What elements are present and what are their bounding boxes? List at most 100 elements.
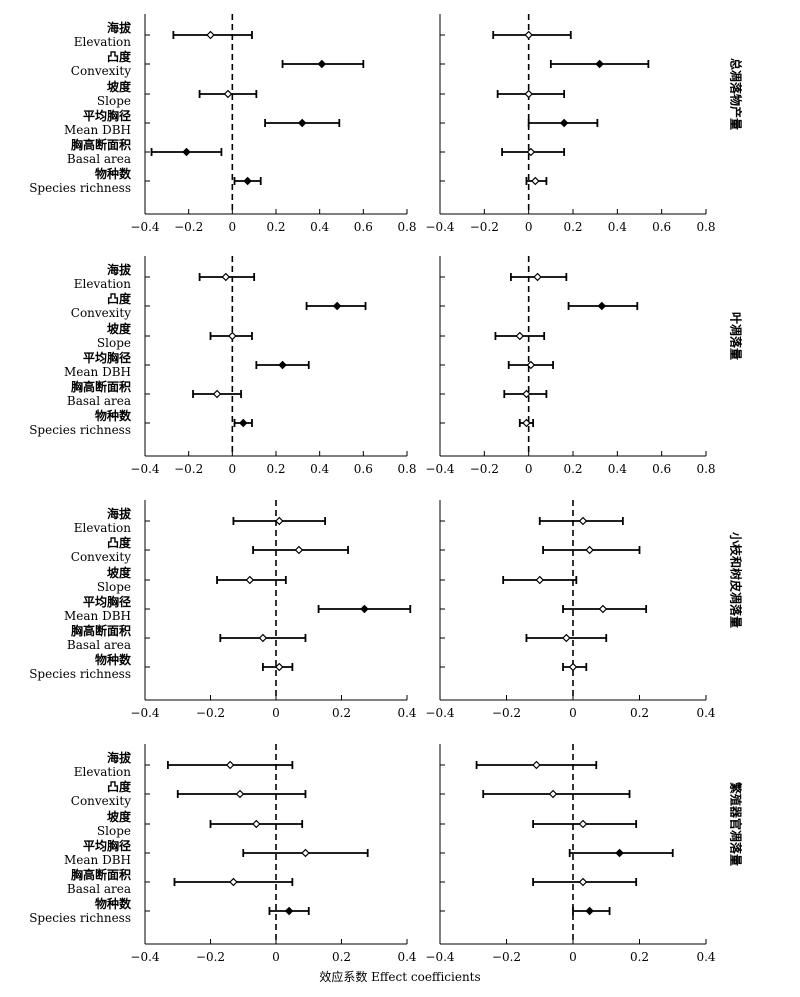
estimate-point bbox=[578, 516, 588, 526]
estimate-point bbox=[245, 575, 255, 585]
x-tick-label: 0.4 bbox=[397, 706, 416, 720]
estimate-point bbox=[522, 389, 531, 399]
x-tick-label: 0.4 bbox=[608, 220, 627, 234]
x-tick-label: 0.4 bbox=[696, 950, 715, 964]
predictor-label-en: Slope bbox=[97, 824, 131, 838]
predictor-label-zh: 海拔 bbox=[107, 506, 132, 521]
estimate-point bbox=[526, 360, 536, 370]
predictor-label-zh: 海拔 bbox=[107, 262, 132, 277]
estimate-point bbox=[258, 633, 268, 643]
estimate-point bbox=[597, 301, 607, 311]
estimate-point bbox=[239, 418, 248, 428]
estimate-point bbox=[275, 516, 284, 526]
row-label: 叶凋落量 bbox=[729, 312, 744, 360]
estimate-point bbox=[578, 819, 588, 829]
estimate-point bbox=[595, 59, 604, 69]
x-tick-label: 0.4 bbox=[608, 462, 627, 476]
predictor-label-zh: 平均胸径 bbox=[83, 594, 131, 609]
predictor-label-zh: 胸高断面积 bbox=[71, 379, 131, 394]
predictor-label-en: Mean DBH bbox=[64, 609, 131, 623]
predictor-label-en: Species richness bbox=[29, 423, 131, 437]
x-tick-label: −0.2 bbox=[492, 706, 521, 720]
x-tick-label: 0 bbox=[229, 220, 237, 234]
estimate-point bbox=[235, 789, 245, 799]
estimate-point bbox=[223, 89, 233, 99]
estimate-point bbox=[229, 877, 238, 887]
estimate-point bbox=[294, 545, 304, 555]
x-axis-label: 效应系数 Effect coefficients bbox=[319, 970, 481, 984]
estimate-point bbox=[524, 89, 533, 99]
x-tick-label: 0.6 bbox=[354, 462, 373, 476]
x-tick-label: 0.6 bbox=[652, 220, 671, 234]
x-tick-label: 0.2 bbox=[266, 462, 285, 476]
x-tick-label: −0.4 bbox=[130, 462, 160, 476]
predictor-label-zh: 物种数 bbox=[95, 166, 132, 181]
predictor-label-en: Mean DBH bbox=[64, 365, 131, 379]
predictor-label-en: Basal area bbox=[67, 152, 131, 166]
estimate-point bbox=[301, 848, 310, 858]
predictor-label-zh: 物种数 bbox=[95, 652, 132, 667]
x-tick-label: −0.2 bbox=[174, 220, 203, 234]
estimate-point bbox=[568, 662, 578, 672]
predictor-label-zh: 凸度 bbox=[107, 291, 132, 306]
x-tick-label: 0 bbox=[272, 950, 280, 964]
estimate-point bbox=[585, 545, 594, 555]
predictor-label-en: Convexity bbox=[71, 306, 131, 320]
x-tick-label: 0.6 bbox=[354, 220, 373, 234]
predictor-label-zh: 物种数 bbox=[95, 896, 132, 911]
predictor-label-zh: 平均胸径 bbox=[83, 838, 131, 853]
estimate-point bbox=[522, 418, 531, 428]
x-tick-label: 0.2 bbox=[266, 220, 285, 234]
x-tick-label: −0.2 bbox=[196, 950, 225, 964]
predictor-label-zh: 凸度 bbox=[107, 49, 132, 64]
x-tick-label: 0 bbox=[569, 950, 577, 964]
estimate-point bbox=[526, 147, 536, 157]
estimate-point bbox=[225, 760, 235, 770]
estimate-point bbox=[585, 906, 594, 916]
estimate-point bbox=[332, 301, 342, 311]
x-tick-label: 0.2 bbox=[332, 706, 351, 720]
predictor-label-en: Elevation bbox=[74, 765, 132, 779]
estimate-point bbox=[182, 147, 191, 157]
predictor-label-en: Convexity bbox=[71, 550, 131, 564]
x-tick-label: 0.8 bbox=[696, 220, 715, 234]
x-tick-label: 0.6 bbox=[652, 462, 671, 476]
row-label: 小枝和树皮凋落量 bbox=[729, 532, 744, 628]
predictor-label-en: Elevation bbox=[74, 277, 132, 291]
predictor-label-en: Basal area bbox=[67, 882, 131, 896]
estimate-point bbox=[533, 272, 542, 282]
estimate-point bbox=[515, 331, 525, 341]
x-tick-label: −0.4 bbox=[425, 950, 455, 964]
x-tick-label: −0.2 bbox=[470, 220, 499, 234]
x-tick-label: −0.4 bbox=[130, 706, 160, 720]
x-tick-label: −0.4 bbox=[425, 220, 455, 234]
x-tick-label: 0.8 bbox=[397, 220, 416, 234]
predictor-label-en: Basal area bbox=[67, 638, 131, 652]
predictor-label-en: Slope bbox=[97, 336, 131, 350]
estimate-point bbox=[317, 59, 327, 69]
estimate-point bbox=[275, 662, 284, 672]
x-tick-label: 0.8 bbox=[696, 462, 715, 476]
x-tick-label: 0.8 bbox=[397, 462, 416, 476]
predictor-label-zh: 胸高断面积 bbox=[71, 137, 131, 152]
x-tick-label: 0.2 bbox=[563, 220, 582, 234]
predictor-label-en: Mean DBH bbox=[64, 853, 131, 867]
predictor-label-zh: 胸高断面积 bbox=[71, 867, 131, 882]
estimate-point bbox=[212, 389, 222, 399]
predictor-label-zh: 凸度 bbox=[107, 779, 132, 794]
predictor-label-zh: 坡度 bbox=[107, 565, 132, 580]
estimate-point bbox=[206, 30, 215, 40]
predictor-label-en: Slope bbox=[97, 94, 131, 108]
x-tick-label: −0.4 bbox=[130, 220, 160, 234]
predictor-label-en: Elevation bbox=[74, 35, 132, 49]
estimate-point bbox=[278, 360, 287, 370]
estimate-point bbox=[578, 877, 588, 887]
estimate-point bbox=[252, 819, 261, 829]
row-label: 繁殖器官凋落量 bbox=[729, 782, 744, 866]
estimate-point bbox=[524, 30, 533, 40]
x-tick-label: 0.2 bbox=[630, 950, 649, 964]
estimate-point bbox=[615, 848, 624, 858]
predictor-label-zh: 海拔 bbox=[107, 20, 132, 35]
predictor-label-en: Basal area bbox=[67, 394, 131, 408]
